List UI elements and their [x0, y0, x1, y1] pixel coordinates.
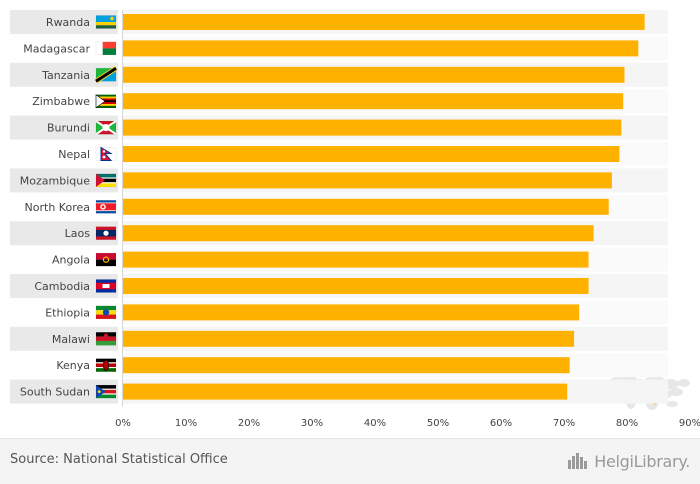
- category-label: Zimbabwe: [32, 95, 90, 108]
- chart-row: Mozambique: [10, 168, 668, 193]
- bar-madagascar[interactable]: [123, 40, 639, 57]
- category-label: Madagascar: [23, 42, 90, 55]
- chart-row: Burundi: [10, 115, 668, 140]
- burundi-flag-icon: [95, 120, 117, 135]
- x-tick-label: 60%: [490, 418, 512, 429]
- category-label: Mozambique: [20, 174, 90, 187]
- bar-cambodia[interactable]: [123, 278, 589, 294]
- north-korea-flag-icon: [95, 200, 117, 214]
- helgilibrary-logo[interactable]: HelgiLibrary.: [567, 449, 690, 473]
- category-label: North Korea: [25, 201, 90, 214]
- library-building-icon: [568, 453, 588, 469]
- category-label: Cambodia: [34, 280, 90, 293]
- category-label: South Sudan: [20, 386, 90, 399]
- bar-nepal[interactable]: [123, 146, 620, 162]
- mozambique-flag-icon: [95, 173, 117, 188]
- cambodia-flag-icon: [95, 279, 117, 293]
- bar-north-korea[interactable]: [123, 198, 609, 215]
- x-tick-label: 90%: [679, 418, 700, 429]
- x-tick-label: 20%: [238, 418, 260, 429]
- logo-text: HelgiLibrary.: [594, 451, 690, 471]
- category-label: Laos: [65, 227, 91, 240]
- category-label: Malawi: [52, 333, 90, 346]
- x-tick-label: 30%: [301, 418, 323, 429]
- bar-south-sudan[interactable]: [123, 383, 568, 400]
- category-label: Kenya: [56, 359, 90, 372]
- bar-kenya[interactable]: [123, 357, 570, 374]
- row-label-background: [10, 142, 118, 166]
- bar-tanzania[interactable]: [123, 66, 625, 83]
- x-tick-label: 70%: [553, 418, 575, 429]
- chart-row: Kenya: [10, 353, 668, 378]
- madagascar-flag-icon: [95, 41, 117, 56]
- category-label: Ethiopia: [45, 306, 90, 319]
- bar-rwanda[interactable]: [123, 14, 645, 30]
- category-label: Nepal: [58, 148, 90, 161]
- bar-angola[interactable]: [123, 251, 589, 268]
- x-tick-label: 0%: [115, 418, 131, 429]
- nepal-flag-icon: [95, 146, 117, 161]
- category-label: Burundi: [47, 122, 90, 135]
- x-tick-label: 80%: [616, 418, 638, 429]
- bar-mozambique[interactable]: [123, 172, 612, 189]
- chart-row: South Sudan: [10, 379, 668, 404]
- chart-row: Ethiopia: [10, 300, 668, 325]
- category-label: Angola: [52, 254, 90, 267]
- malawi-flag-icon: [95, 332, 117, 346]
- footer: Source: National Statistical Office Helg…: [0, 438, 700, 484]
- x-tick-label: 50%: [427, 418, 449, 429]
- bar-malawi[interactable]: [123, 330, 575, 347]
- south-sudan-flag-icon: [95, 384, 117, 399]
- bar-laos[interactable]: [123, 225, 594, 242]
- laos-flag-icon: [95, 226, 117, 240]
- chart-row: Laos: [10, 221, 668, 246]
- bar-ethiopia[interactable]: [123, 304, 580, 321]
- x-tick-label: 40%: [364, 418, 386, 429]
- chart-row: Angola: [10, 247, 668, 272]
- angola-flag-icon: [95, 252, 117, 267]
- x-tick-label: 10%: [175, 418, 197, 429]
- source-note: Source: National Statistical Office: [10, 452, 228, 467]
- chart-row: Madagascar: [10, 36, 668, 61]
- rwanda-flag-icon: [95, 15, 117, 29]
- chart-row: Malawi: [10, 326, 668, 351]
- kenya-flag-icon: [95, 358, 117, 372]
- zimbabwe-flag-icon: [95, 94, 117, 109]
- chart-row: Rwanda: [10, 10, 668, 34]
- category-label: Tanzania: [41, 69, 90, 82]
- bar-chart: Rwanda Madagascar Tanzania Zimbabwe Burundi N…: [10, 10, 700, 429]
- bar-zimbabwe[interactable]: [123, 93, 624, 110]
- chart-row: North Korea: [10, 194, 668, 219]
- chart-row: Tanzania: [10, 62, 668, 87]
- tanzania-flag-icon: [94, 66, 118, 84]
- chart-row: Cambodia: [10, 274, 668, 298]
- category-label: Rwanda: [46, 16, 90, 29]
- chart-row: Nepal: [10, 142, 668, 166]
- bar-burundi[interactable]: [123, 119, 622, 136]
- ethiopia-flag-icon: [95, 305, 117, 320]
- chart-row: Zimbabwe: [10, 89, 668, 114]
